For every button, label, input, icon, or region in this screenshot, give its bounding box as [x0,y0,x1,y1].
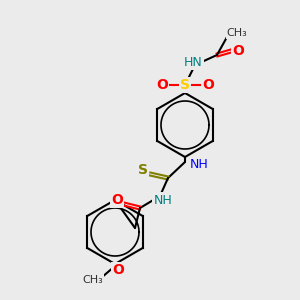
Text: O: O [232,44,244,58]
Text: O: O [111,193,123,207]
Text: O: O [112,263,124,277]
Text: O: O [202,78,214,92]
Text: NH: NH [190,158,208,172]
Text: CH₃: CH₃ [226,28,248,38]
Text: HN: HN [184,56,202,68]
Text: NH: NH [154,194,172,206]
Text: O: O [156,78,168,92]
Text: S: S [138,163,148,177]
Text: S: S [180,78,190,92]
Text: CH₃: CH₃ [82,275,103,285]
